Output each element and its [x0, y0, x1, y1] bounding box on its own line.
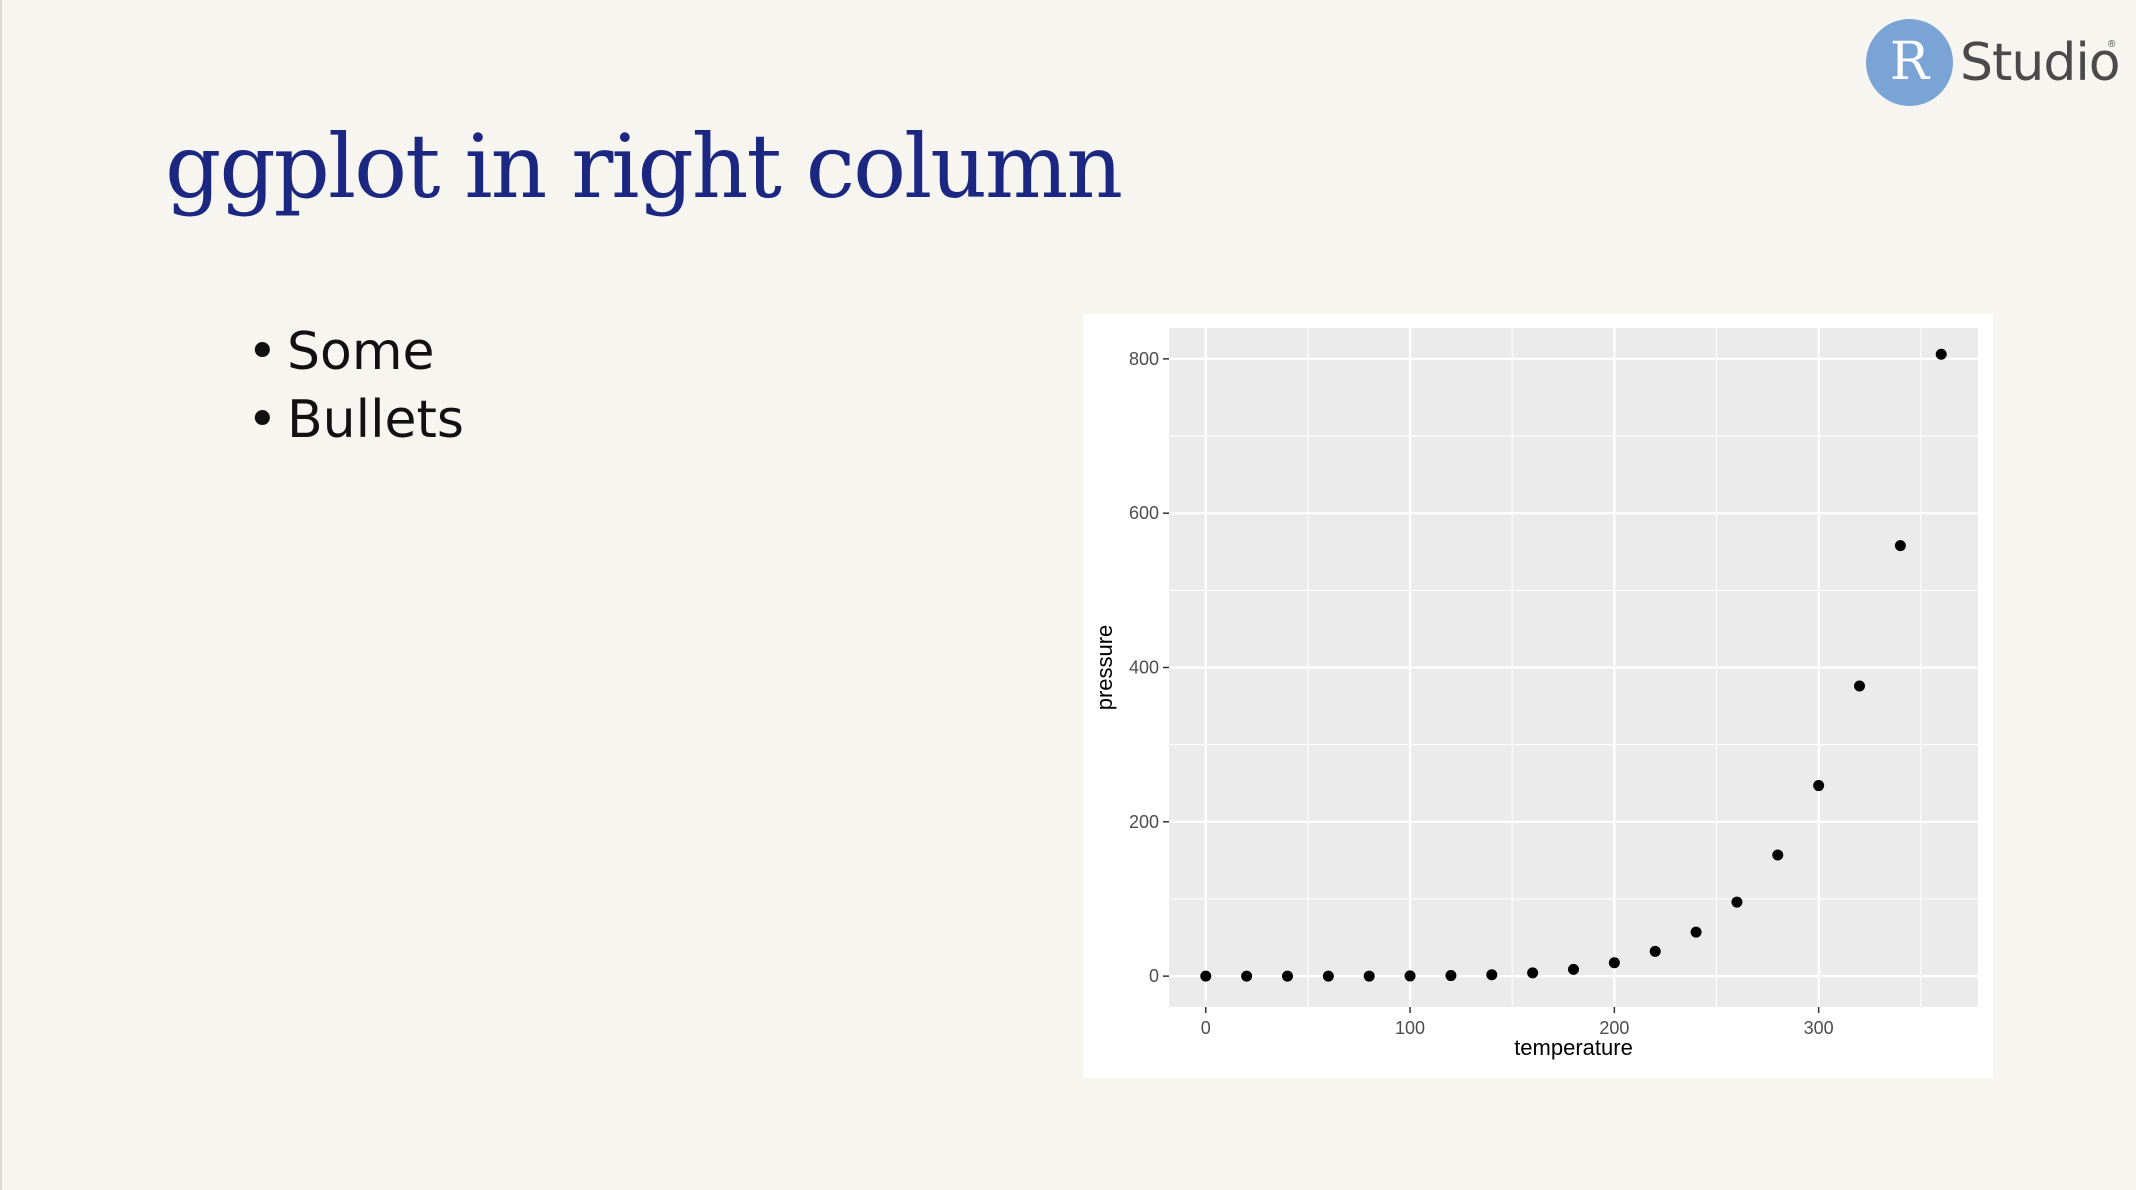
y-tick-label: 0 — [1149, 966, 1159, 986]
scatter-chart: 0 100 200 300 0 200 400 600 800 temperature pressu… — [1092, 328, 1978, 1060]
data-point — [1527, 967, 1539, 979]
data-point — [1200, 970, 1212, 982]
x-tick-label: 0 — [1201, 1018, 1211, 1038]
x-tick-label: 200 — [1599, 1018, 1629, 1038]
data-point — [1731, 896, 1743, 908]
data-point — [1568, 963, 1579, 975]
data-point — [1363, 970, 1375, 982]
data-point — [1649, 945, 1661, 957]
data-point — [1486, 969, 1498, 981]
chart-frame: 0 100 200 300 0 200 400 600 800 temperature pressu… — [1083, 314, 1993, 1078]
y-tick-label: 400 — [1129, 658, 1159, 678]
x-tick-label: 100 — [1395, 1018, 1425, 1038]
data-point — [1445, 970, 1457, 982]
slide-title: ggplot in right column — [165, 115, 1123, 218]
y-tick-label: 200 — [1129, 812, 1159, 832]
data-point — [1690, 926, 1702, 938]
data-point — [1241, 970, 1253, 982]
logo-letter: R — [1889, 32, 1930, 92]
bullet-item: Some — [247, 318, 464, 386]
data-point — [1854, 680, 1866, 692]
data-point — [1935, 348, 1947, 360]
y-axis-label: pressure — [1092, 625, 1117, 711]
data-point — [1404, 970, 1416, 982]
data-point — [1772, 849, 1784, 861]
data-point — [1322, 970, 1334, 982]
x-axis-label: temperature — [1514, 1035, 1633, 1060]
logo-circle-icon — [1866, 19, 1953, 106]
data-point — [1281, 970, 1293, 982]
data-point — [1608, 957, 1620, 969]
y-tick-label: 600 — [1129, 503, 1159, 523]
data-point — [1813, 780, 1825, 792]
data-point — [1894, 540, 1906, 552]
bullet-list: Some Bullets — [247, 318, 464, 454]
logo-registered-mark: ® — [2108, 39, 2116, 50]
x-tick-label: 300 — [1804, 1018, 1834, 1038]
y-tick-label: 800 — [1129, 349, 1159, 369]
rstudio-logo: R Studio ® — [1866, 19, 2126, 109]
logo-text: Studio — [1960, 33, 2121, 93]
bullet-item: Bullets — [247, 386, 464, 454]
